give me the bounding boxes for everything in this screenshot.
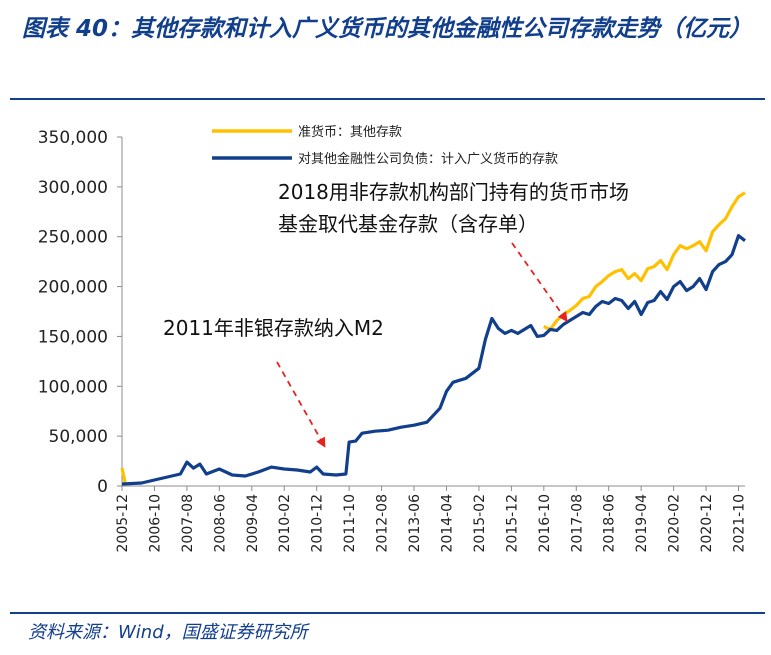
annotation-text-2018: 2018用非存款机构部门持有的货币市场 [278, 180, 629, 204]
y-tick-label: 300,000 [38, 178, 108, 198]
y-tick-label: 350,000 [38, 128, 108, 148]
x-tick-label: 2020-12 [699, 494, 715, 553]
x-tick-label: 2007-08 [180, 494, 196, 553]
x-tick-label: 2012-08 [375, 494, 391, 553]
y-tick-label: 150,000 [38, 327, 108, 347]
x-tick-label: 2013-06 [407, 494, 423, 553]
legend-label-2: 对其他金融性公司负债：计入广义货币的存款 [298, 151, 558, 167]
x-tick-label: 2015-12 [504, 494, 520, 553]
chart: 0 50,000 100,000 150,000 200,000 250,000 300,0… [38, 124, 748, 553]
x-tick-label: 2010-12 [310, 494, 326, 553]
annotation-arrow-2018 [511, 242, 568, 323]
y-tick-label: 50,000 [49, 427, 108, 447]
series-line-1 [120, 191, 746, 484]
figure-title: 图表 40：其他存款和计入广义货币的其他金融性公司存款走势（亿元） [22, 16, 753, 42]
y-tick-label: 200,000 [38, 278, 108, 298]
x-tick-label: 2019-04 [634, 494, 650, 553]
y-tick-label: 250,000 [38, 228, 108, 248]
y-tick-label: 100,000 [38, 377, 108, 397]
chart-series [120, 191, 746, 486]
source-note: 资料来源：Wind，国盛证券研究所 [28, 622, 308, 643]
chart-axes: 0 50,000 100,000 150,000 200,000 250,000 300,0… [38, 128, 748, 553]
x-tick-label: 2017-08 [569, 494, 585, 553]
series-line-2 [121, 234, 746, 486]
x-tick-label: 2011-10 [342, 494, 358, 553]
annotation-text-2018: 基金取代基金存款（含存单） [278, 212, 538, 236]
bottom-rule [10, 612, 765, 614]
chart-annotations: 2011年非银存款纳入M2 2018用非存款机构部门持有的货币市场基金取代基金存款… [163, 180, 629, 448]
x-tick-label: 2006-10 [147, 494, 163, 553]
x-tick-label: 2020-02 [667, 494, 683, 553]
x-tick-label: 2021-10 [732, 494, 748, 553]
x-tick-label: 2014-04 [439, 494, 455, 553]
x-tick-label: 2008-06 [212, 494, 228, 553]
x-tick-label: 2009-04 [245, 494, 261, 553]
x-tick-label: 2015-02 [472, 494, 488, 553]
annotation-arrow-m2 [276, 361, 326, 448]
x-tick-label: 2018-06 [602, 494, 618, 553]
x-tick-label: 2016-10 [537, 494, 553, 553]
annotation-text-m2: 2011年非银存款纳入M2 [163, 316, 384, 340]
legend-label-1: 准货币：其他存款 [298, 124, 402, 140]
x-tick-label: 2005-12 [115, 494, 131, 553]
x-tick-label: 2010-02 [277, 494, 293, 553]
top-rule [10, 98, 765, 100]
y-tick-label: 0 [97, 477, 108, 497]
